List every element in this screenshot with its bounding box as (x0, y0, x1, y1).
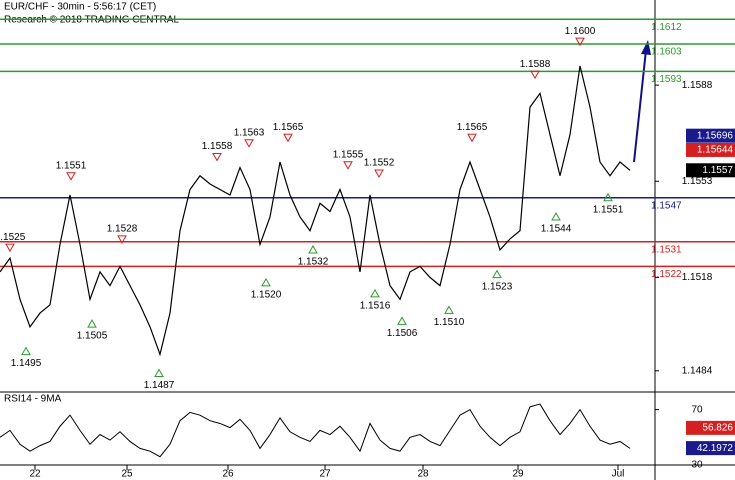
pivot-label: 1.1588 (520, 59, 551, 70)
x-tick-label: 27 (319, 469, 331, 480)
price-line (0, 65, 631, 357)
pivot-label: 1.1495 (11, 358, 42, 369)
pivot-marker (5, 243, 15, 253)
pivot-marker (87, 319, 97, 328)
price-box (686, 163, 735, 178)
pivot-marker (117, 235, 127, 244)
pivot-marker (530, 70, 540, 80)
rsi-box-label: 42.1972 (697, 443, 734, 454)
level-label: 1.1612 (651, 22, 682, 33)
pivot-label: 1.1555 (333, 149, 364, 160)
price-box-label: 1.1557 (702, 165, 733, 176)
pivot-marker (444, 305, 454, 314)
pivot-label: 1.1510 (434, 317, 465, 328)
level-label: 1.1522 (651, 269, 682, 280)
pivot-label: 1.1551 (593, 204, 624, 215)
pivot-label: 1.1551 (56, 160, 87, 171)
pivot-marker (308, 244, 318, 254)
x-tick-label: 26 (222, 469, 234, 480)
x-tick-label: 29 (512, 469, 524, 480)
pivot-label: 1.1600 (565, 26, 596, 37)
pivot-marker (283, 133, 293, 143)
pivot-marker (21, 346, 31, 356)
level-label: 1.1593 (651, 74, 682, 85)
x-tick-label: Jul (612, 469, 625, 480)
pivot-marker (603, 192, 613, 202)
rsi-tick-label: 30 (691, 460, 703, 471)
pivot-label: 1.1506 (387, 328, 418, 339)
pivot-label: 1.1552 (364, 158, 395, 169)
pivot-label: 1.1520 (251, 290, 282, 301)
pivot-marker (261, 277, 271, 287)
pivot-label: 1.1487 (144, 380, 175, 391)
level-label: 1.1547 (651, 200, 682, 211)
pivot-marker (66, 172, 76, 181)
rsi-box (686, 441, 735, 456)
level-label: 1.1603 (651, 47, 682, 58)
pivot-marker (467, 133, 477, 143)
y-tick-label: 1.1553 (682, 176, 713, 187)
price-box-label: 1.15644 (697, 145, 734, 156)
rsi-box (686, 420, 735, 435)
price-box-label: 1.15696 (697, 130, 734, 141)
pivot-marker (370, 288, 380, 298)
pivot-label: 1.1523 (482, 281, 513, 292)
pivot-label: 1.1558 (202, 141, 233, 152)
pivot-label: 1.1528 (107, 224, 138, 235)
pivot-label: 1.1532 (298, 257, 329, 268)
pivot-marker (212, 153, 222, 162)
level-label: 1.1531 (651, 244, 682, 255)
y-tick-label: 1.1518 (682, 272, 713, 283)
pivot-marker (154, 368, 164, 378)
pivot-label: 1.1525 (0, 232, 26, 243)
pivot-label: 1.1544 (541, 224, 572, 235)
pivot-label: 1.1563 (234, 127, 265, 138)
pivot-marker (551, 211, 561, 221)
y-tick-label: 1.1588 (682, 80, 713, 91)
projection-arrow (633, 49, 647, 163)
pivot-marker (492, 269, 502, 279)
pivot-label: 1.1565 (457, 122, 488, 133)
rsi-box-label: 56.826 (702, 422, 733, 433)
y-tick-label: 1.1484 (682, 365, 713, 376)
price-box (686, 128, 735, 143)
x-tick-label: 22 (29, 469, 41, 480)
chart-title: EUR/CHF - 30min - 5:56:17 (CET) (4, 2, 156, 13)
pivot-marker (397, 316, 407, 325)
pivot-marker (244, 139, 254, 148)
price-box (686, 142, 735, 157)
pivot-label: 1.1505 (77, 331, 108, 342)
rsi-title: RSI14 - 9MA (4, 394, 62, 405)
x-tick-label: 25 (121, 469, 133, 480)
chart-subtitle: Research © 2018 TRADING CENTRAL (4, 15, 179, 26)
pivot-marker (374, 169, 384, 179)
rsi-tick-label: 70 (691, 404, 703, 415)
pivot-label: 1.1516 (360, 301, 391, 312)
pivot-marker (575, 37, 585, 47)
pivot-marker (343, 161, 353, 170)
x-tick-label: 28 (417, 469, 429, 480)
rsi-line (0, 403, 631, 458)
pivot-label: 1.1565 (273, 122, 304, 133)
